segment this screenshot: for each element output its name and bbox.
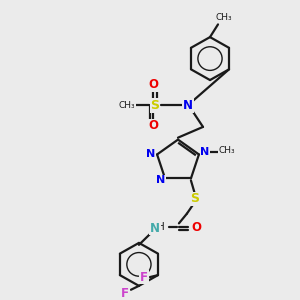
Text: N: N [146, 149, 156, 159]
Text: O: O [191, 221, 201, 234]
Text: N: N [150, 222, 160, 235]
Text: O: O [148, 119, 158, 132]
Text: S: S [151, 99, 160, 112]
Text: F: F [140, 271, 148, 284]
Text: N: N [183, 99, 193, 112]
Text: CH₃: CH₃ [216, 13, 232, 22]
Text: CH₃: CH₃ [119, 101, 135, 110]
Text: F: F [121, 287, 129, 300]
Text: CH₃: CH₃ [219, 146, 235, 155]
Text: N: N [200, 148, 209, 158]
Text: H: H [157, 222, 165, 232]
Text: O: O [148, 78, 158, 92]
Text: N: N [156, 176, 166, 185]
Text: S: S [190, 193, 200, 206]
